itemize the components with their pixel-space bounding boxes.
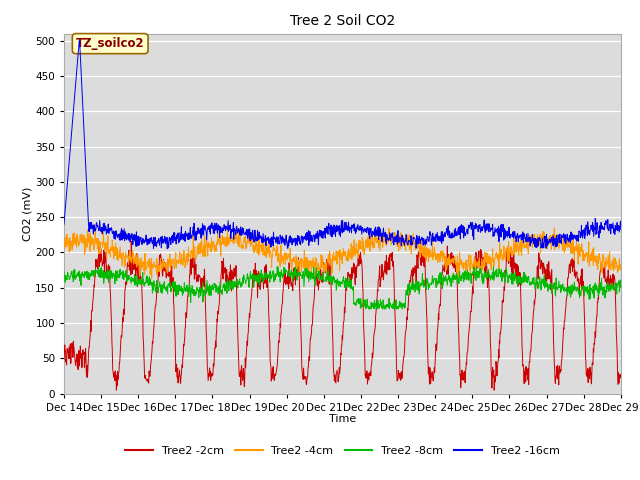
X-axis label: Time: Time [329,414,356,424]
Text: TZ_soilco2: TZ_soilco2 [76,37,145,50]
Legend: Tree2 -2cm, Tree2 -4cm, Tree2 -8cm, Tree2 -16cm: Tree2 -2cm, Tree2 -4cm, Tree2 -8cm, Tree… [120,441,564,460]
Title: Tree 2 Soil CO2: Tree 2 Soil CO2 [290,14,395,28]
Y-axis label: CO2 (mV): CO2 (mV) [22,186,33,241]
